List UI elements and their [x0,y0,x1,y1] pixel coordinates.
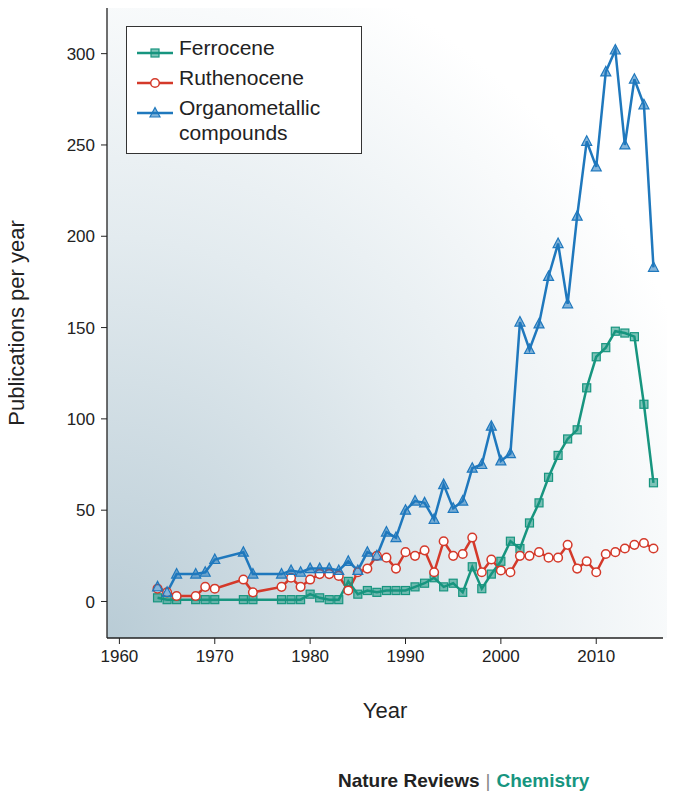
svg-text:Year: Year [363,698,407,723]
svg-text:200: 200 [67,227,95,246]
svg-text:1970: 1970 [196,647,234,666]
svg-text:Publications per year: Publications per year [8,220,29,425]
svg-text:250: 250 [67,136,95,155]
svg-text:2000: 2000 [482,647,520,666]
svg-text:150: 150 [67,319,95,338]
svg-text:1980: 1980 [291,647,329,666]
html-text:Ruthenocene: Ruthenocene [179,66,304,89]
svg-text:0: 0 [86,593,95,612]
svg-text:1960: 1960 [100,647,138,666]
html-text:Ferrocene: Ferrocene [179,36,275,59]
svg-text:1990: 1990 [387,647,425,666]
html-text:Nature Reviews | Chemistry: Nature Reviews | Chemistry [338,770,590,791]
svg-text:2010: 2010 [577,647,615,666]
svg-text:300: 300 [67,45,95,64]
html-text:Organometallic compounds: Organometallic compounds [179,96,321,144]
svg-text:100: 100 [67,410,95,429]
svg-text:50: 50 [76,501,95,520]
